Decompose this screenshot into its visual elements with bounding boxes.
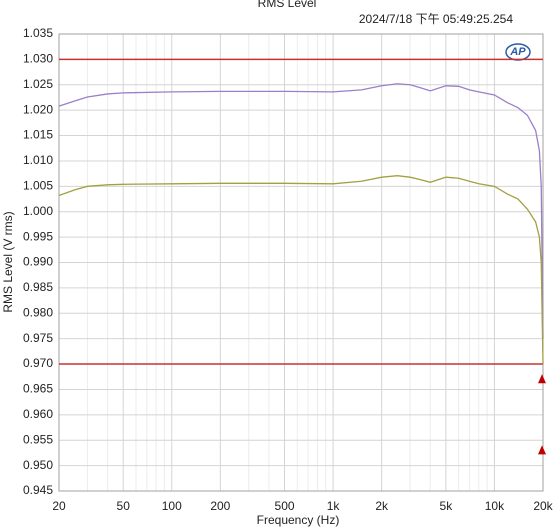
x-tick-label: 20	[52, 499, 66, 513]
x-tick-label: 50	[117, 499, 131, 513]
plot-border	[58, 33, 544, 492]
chart-title: RMS Level	[258, 0, 317, 10]
x-tick-label: 10k	[485, 499, 505, 513]
series-line	[58, 83, 544, 339]
limit-marker	[538, 374, 546, 384]
x-tick-label: 100	[162, 499, 182, 513]
y-tick-label: 1.015	[23, 128, 53, 142]
y-tick-label: 0.960	[23, 407, 53, 421]
y-tick-label: 0.965	[23, 382, 53, 396]
y-tick-label: 0.995	[23, 229, 53, 243]
y-tick-label: 1.005	[23, 179, 53, 193]
x-tick-label: 500	[275, 499, 295, 513]
y-tick-label: 0.945	[23, 483, 53, 497]
y-tick-label: 1.020	[23, 102, 53, 116]
timestamp: 2024/7/18 下午 05:49:25.254	[359, 12, 513, 26]
x-tick-label: 2k	[375, 499, 389, 513]
y-tick-label: 0.990	[23, 255, 53, 269]
y-tick-label: 1.000	[23, 204, 53, 218]
y-tick-label: 1.030	[23, 52, 53, 66]
y-tick-label: 0.955	[23, 432, 53, 446]
y-tick-label: 0.950	[23, 458, 53, 472]
limit-marker	[538, 445, 546, 455]
y-tick-label: 0.985	[23, 280, 53, 294]
x-tick-label: 5k	[440, 499, 454, 513]
y-tick-label: 0.975	[23, 331, 53, 345]
y-axis-label: RMS Level (V rms)	[1, 211, 15, 312]
x-tick-label: 1k	[327, 499, 341, 513]
y-tick-label: 1.010	[23, 153, 53, 167]
y-tick-label: 1.025	[23, 77, 53, 91]
x-tick-label: 200	[210, 499, 230, 513]
y-tick-label: 0.970	[23, 356, 53, 370]
x-axis-label: Frequency (Hz)	[257, 513, 340, 527]
x-tick-label: 20k	[533, 499, 553, 513]
logo: AP	[509, 46, 526, 58]
y-tick-label: 1.035	[23, 26, 53, 40]
series-line	[58, 175, 544, 365]
y-tick-label: 0.980	[23, 305, 53, 319]
